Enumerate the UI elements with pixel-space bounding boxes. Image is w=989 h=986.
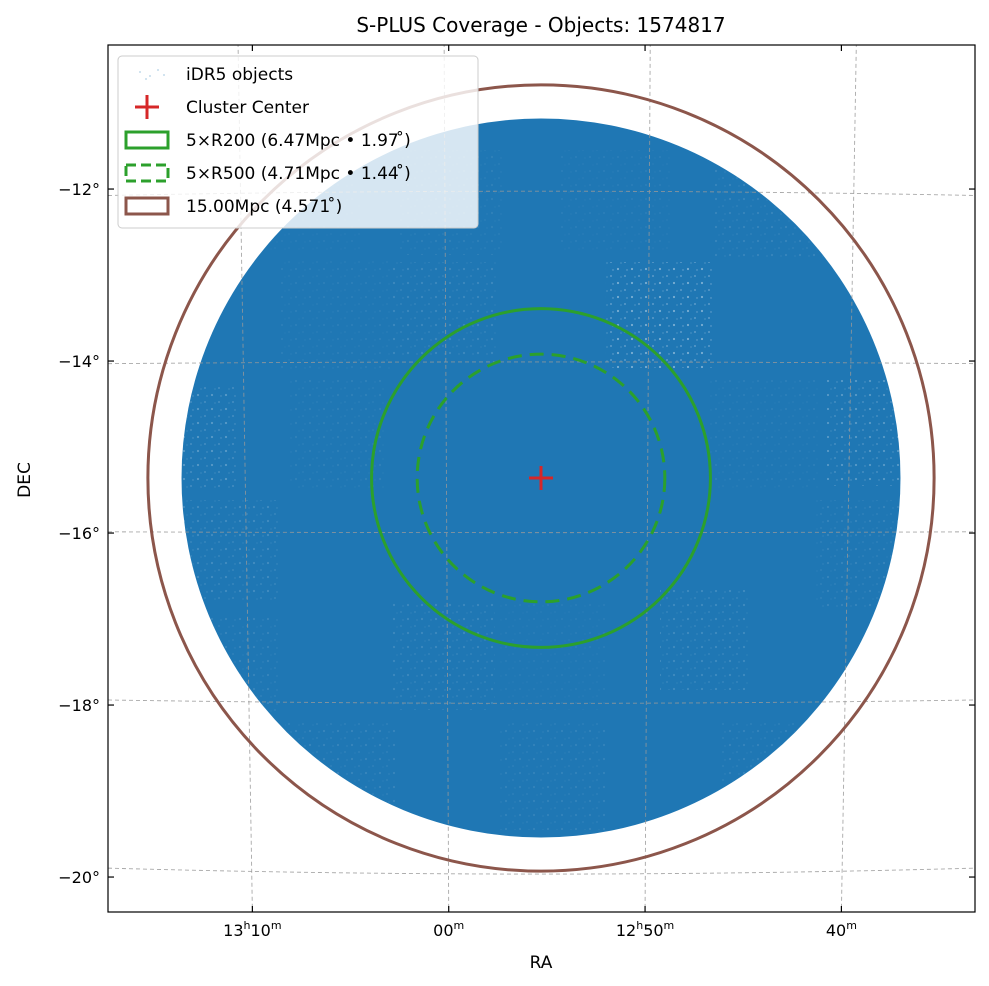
y-tick-label: −16°: [58, 524, 100, 543]
y-tick-label: −20°: [58, 868, 100, 887]
survey-tile: [710, 380, 820, 490]
survey-tile: [181, 500, 280, 600]
y-tick-label: −12°: [58, 180, 100, 199]
survey-tile: [181, 383, 236, 489]
legend: iDR5 objects Cluster Center 5×R200 (6.47Mp…: [117, 55, 479, 229]
survey-tile: [715, 150, 825, 260]
survey-tile: [285, 720, 395, 830]
x-tick-label: 13h10m: [223, 919, 281, 940]
axes: −12° −14° −16° −18° −20° 13h10m 00m 12h50m 40m: [58, 45, 975, 940]
legend-label: 5×R500 (4.71Mpc • 1.44 ̊): [186, 163, 411, 184]
legend-label: 15.00Mpc (4.571 ̊): [186, 196, 342, 217]
legend-item: iDR5 objects: [139, 65, 293, 85]
legend-item: 15.00Mpc (4.571 ̊): [124, 196, 342, 217]
y-tick-label: −14°: [58, 352, 100, 371]
survey-tile: [290, 380, 385, 490]
chart-title: S-PLUS Coverage - Objects: 1574817: [356, 13, 725, 37]
survey-tile: [500, 600, 605, 710]
survey-tile: [500, 720, 605, 830]
survey-tile: [660, 590, 750, 690]
radius-circles: [146, 83, 936, 873]
coordinate-grid: [108, 45, 975, 912]
y-tick-label: −18°: [58, 696, 100, 715]
x-axis-label: RA: [530, 953, 553, 973]
survey-tile: [390, 600, 495, 710]
legend-label: iDR5 objects: [186, 65, 293, 85]
survey-tile: [181, 615, 280, 715]
r15-circle: [146, 83, 936, 873]
ra-gridline: [840, 45, 857, 912]
ra-gridline: [644, 45, 651, 912]
survey-tile: [560, 150, 670, 250]
x-tick-label: 12h50m: [616, 919, 674, 940]
survey-tile: [605, 262, 713, 368]
plot-frame: [107, 44, 976, 913]
plot-area: [108, 45, 975, 912]
survey-tile: [815, 500, 900, 610]
r500-circle: [415, 352, 667, 604]
legend-label: Cluster Center: [186, 98, 309, 118]
y-axis-label: DEC: [15, 462, 35, 498]
survey-tile: [390, 262, 498, 358]
survey-tile: [827, 380, 899, 486]
survey-tile: [280, 260, 390, 370]
ra-gridline: [443, 45, 450, 912]
r200-circle: [370, 307, 712, 649]
legend-item: 5×R200 (6.47Mpc • 1.97 ̊): [124, 130, 411, 151]
legend-item: 5×R500 (4.71Mpc • 1.44 ̊): [124, 163, 411, 184]
survey-tile: [720, 720, 830, 830]
legend-item: Cluster Center: [135, 95, 309, 119]
ra-gridline: [237, 45, 253, 912]
cluster-center-marker: [529, 466, 553, 490]
x-tick-label: 40m: [826, 919, 857, 940]
legend-label: 5×R200 (6.47Mpc • 1.97 ̊): [186, 130, 411, 151]
x-tick-label: 00m: [433, 919, 464, 940]
